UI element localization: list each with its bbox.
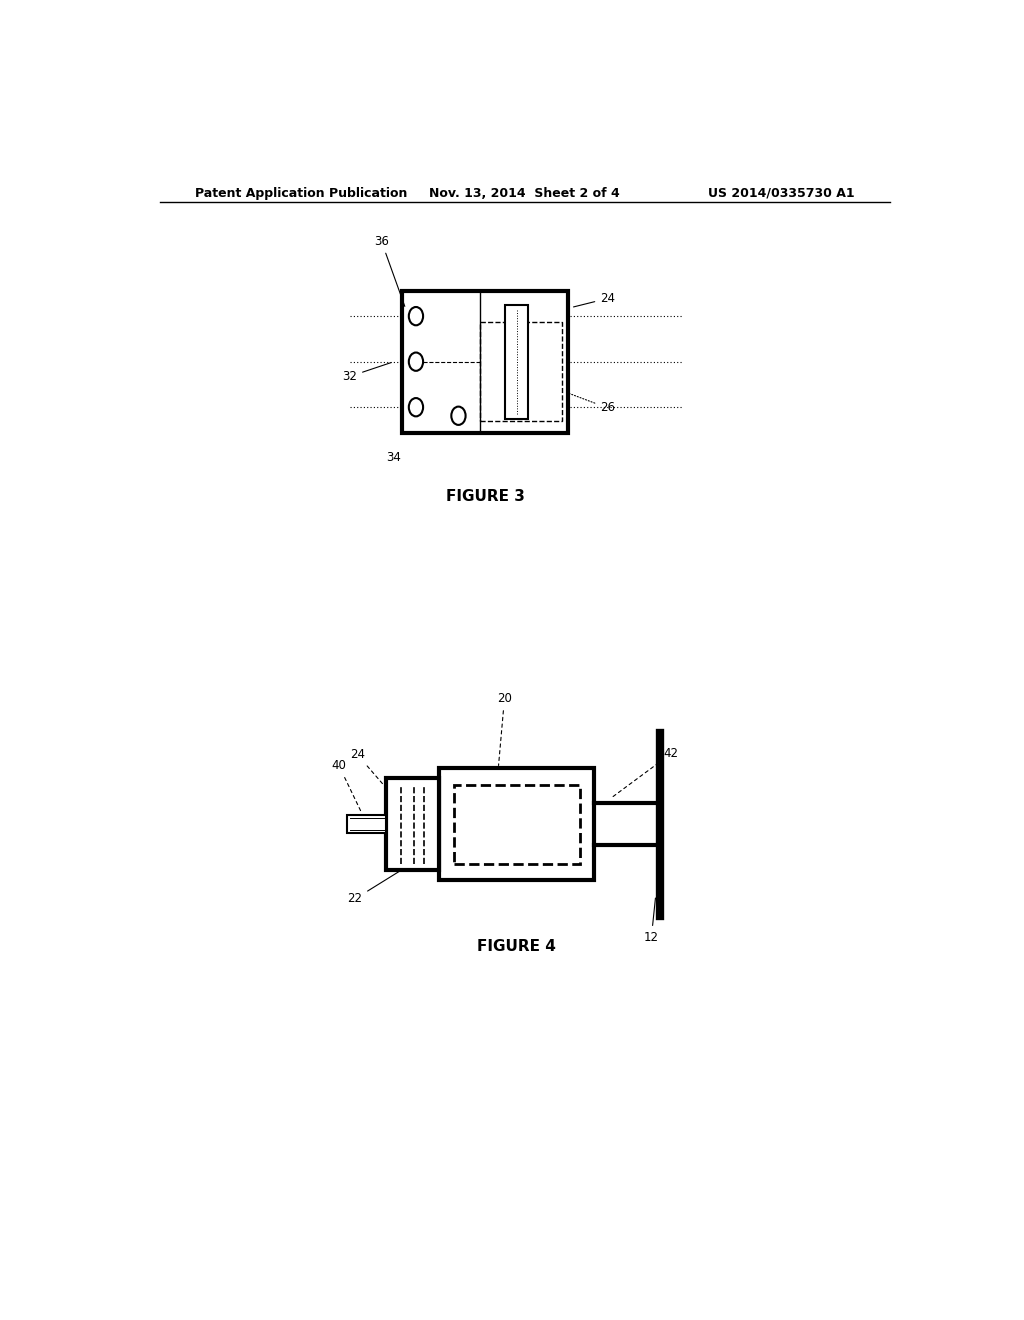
- Bar: [385, 779, 439, 870]
- Text: 36: 36: [374, 235, 404, 306]
- Text: 26: 26: [566, 392, 615, 414]
- Bar: [505, 305, 528, 418]
- Text: 42: 42: [612, 747, 679, 797]
- Text: Nov. 13, 2014  Sheet 2 of 4: Nov. 13, 2014 Sheet 2 of 4: [429, 187, 621, 199]
- Text: Patent Application Publication: Patent Application Publication: [196, 187, 408, 199]
- Circle shape: [452, 407, 466, 425]
- Text: 24: 24: [350, 748, 400, 804]
- Bar: [401, 290, 568, 433]
- Text: FIGURE 4: FIGURE 4: [477, 939, 556, 954]
- Bar: [454, 784, 580, 863]
- Circle shape: [409, 352, 423, 371]
- Text: 24: 24: [573, 292, 615, 308]
- Text: 34: 34: [386, 451, 401, 465]
- Text: 12: 12: [644, 898, 658, 944]
- Text: 32: 32: [342, 363, 391, 383]
- Circle shape: [409, 399, 423, 416]
- Text: 22: 22: [347, 871, 399, 906]
- Bar: [347, 814, 385, 833]
- Text: 20: 20: [497, 692, 512, 766]
- Bar: [480, 322, 562, 421]
- Text: FIGURE 3: FIGURE 3: [445, 488, 524, 504]
- Circle shape: [409, 308, 423, 325]
- Bar: [439, 768, 594, 880]
- Text: US 2014/0335730 A1: US 2014/0335730 A1: [708, 187, 854, 199]
- Text: 40: 40: [332, 759, 361, 813]
